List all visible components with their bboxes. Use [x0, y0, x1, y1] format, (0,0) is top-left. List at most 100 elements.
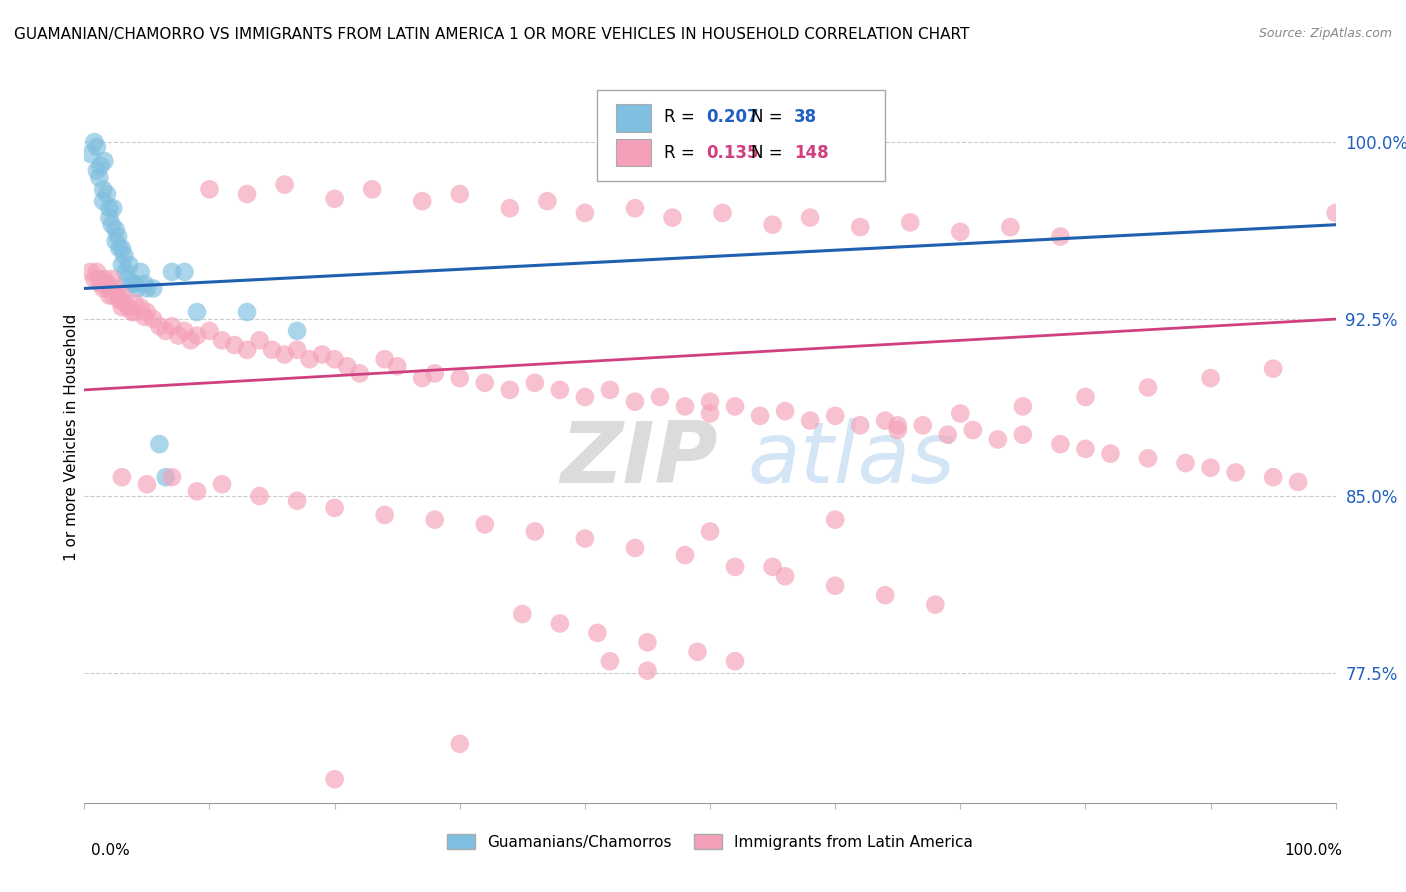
Point	[155, 324, 177, 338]
Point	[311, 347, 333, 361]
Point	[699, 407, 721, 421]
Point	[673, 548, 696, 562]
Point	[898, 215, 921, 229]
Text: N =: N =	[751, 144, 783, 161]
Point	[911, 418, 934, 433]
Point	[987, 433, 1010, 447]
Point	[449, 187, 471, 202]
Point	[799, 413, 821, 427]
Point	[374, 508, 396, 522]
Point	[91, 194, 114, 208]
Point	[79, 147, 101, 161]
Text: 100.0%: 100.0%	[1285, 843, 1343, 858]
Point	[160, 265, 183, 279]
Point	[98, 281, 121, 295]
Point	[186, 484, 208, 499]
Point	[962, 423, 984, 437]
Point	[236, 343, 259, 357]
Point	[129, 301, 152, 315]
Point	[824, 409, 846, 423]
Point	[523, 524, 546, 539]
Point	[111, 258, 134, 272]
Point	[1074, 390, 1097, 404]
Point	[101, 288, 124, 302]
Point	[637, 635, 659, 649]
Point	[1324, 206, 1347, 220]
Point	[1199, 371, 1222, 385]
Point	[711, 206, 734, 220]
Point	[1263, 361, 1285, 376]
Point	[1012, 427, 1035, 442]
Point	[875, 413, 897, 427]
Point	[112, 295, 135, 310]
Point	[474, 376, 496, 390]
Point	[107, 229, 129, 244]
Text: R =: R =	[664, 144, 695, 161]
Point	[86, 265, 108, 279]
Point	[211, 334, 233, 348]
Point	[104, 281, 127, 295]
Point	[1286, 475, 1309, 489]
Point	[536, 194, 558, 208]
Point	[523, 376, 546, 390]
Legend: Guamanians/Chamorros, Immigrants from Latin America: Guamanians/Chamorros, Immigrants from La…	[440, 826, 980, 857]
Text: R =: R =	[664, 109, 695, 127]
Text: N =: N =	[751, 109, 783, 127]
Point	[724, 400, 747, 414]
Point	[136, 281, 159, 295]
Point	[423, 513, 446, 527]
Point	[111, 241, 134, 255]
Point	[90, 277, 112, 291]
Point	[762, 218, 785, 232]
Point	[236, 305, 259, 319]
Point	[86, 163, 108, 178]
Point	[186, 305, 208, 319]
Point	[1049, 229, 1071, 244]
Point	[273, 178, 295, 192]
Text: 0.0%: 0.0%	[91, 843, 131, 858]
Point	[285, 324, 308, 338]
Point	[155, 470, 177, 484]
Point	[124, 305, 146, 319]
Point	[385, 359, 409, 374]
Point	[117, 272, 139, 286]
Point	[83, 135, 105, 149]
Point	[749, 409, 772, 423]
Point	[1099, 447, 1122, 461]
Point	[285, 343, 308, 357]
Point	[411, 194, 433, 208]
Point	[121, 305, 143, 319]
Point	[548, 383, 571, 397]
Point	[1074, 442, 1097, 456]
Point	[661, 211, 683, 225]
Point	[180, 334, 202, 348]
Point	[96, 187, 118, 202]
Text: 148: 148	[794, 144, 828, 161]
Point	[91, 182, 114, 196]
Point	[90, 159, 112, 173]
Point	[198, 182, 221, 196]
Point	[949, 225, 972, 239]
Point	[98, 201, 121, 215]
Point	[686, 645, 709, 659]
Point	[849, 220, 872, 235]
Point	[1000, 220, 1022, 235]
Point	[104, 222, 127, 236]
Point	[89, 170, 111, 185]
Point	[124, 295, 146, 310]
Point	[1049, 437, 1071, 451]
Point	[924, 598, 946, 612]
Point	[449, 371, 471, 385]
Point	[699, 524, 721, 539]
Point	[134, 310, 156, 324]
Point	[101, 218, 124, 232]
Point	[86, 140, 108, 154]
Text: Source: ZipAtlas.com: Source: ZipAtlas.com	[1258, 27, 1392, 40]
Point	[773, 404, 796, 418]
Point	[129, 265, 152, 279]
Point	[167, 328, 190, 343]
Point	[499, 383, 522, 397]
Point	[83, 272, 105, 286]
Point	[599, 383, 621, 397]
Point	[173, 324, 195, 338]
